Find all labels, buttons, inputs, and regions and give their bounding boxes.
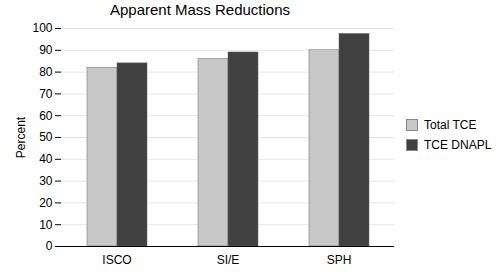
svg-text:10: 10 — [39, 218, 53, 232]
svg-text:SI/E: SI/E — [217, 253, 240, 267]
html-text:TCE DNAPL: TCE DNAPL — [424, 138, 492, 152]
svg-text:60: 60 — [39, 109, 53, 123]
svg-text:90: 90 — [39, 43, 53, 57]
svg-text:0: 0 — [46, 239, 53, 253]
svg-text:SPH: SPH — [327, 253, 352, 267]
svg-text:ISCO: ISCO — [102, 253, 131, 267]
svg-text:20: 20 — [39, 196, 53, 210]
html-text:Apparent Mass Reductions: Apparent Mass Reductions — [109, 1, 290, 18]
svg-text:100: 100 — [32, 21, 52, 35]
svg-text:80: 80 — [39, 65, 53, 79]
svg-text:70: 70 — [39, 87, 53, 101]
svg-text:40: 40 — [39, 152, 53, 166]
svg-text:Percent: Percent — [14, 116, 28, 158]
svg-text:30: 30 — [39, 174, 53, 188]
html-text:Total TCE: Total TCE — [424, 118, 477, 132]
svg-text:50: 50 — [39, 130, 53, 144]
